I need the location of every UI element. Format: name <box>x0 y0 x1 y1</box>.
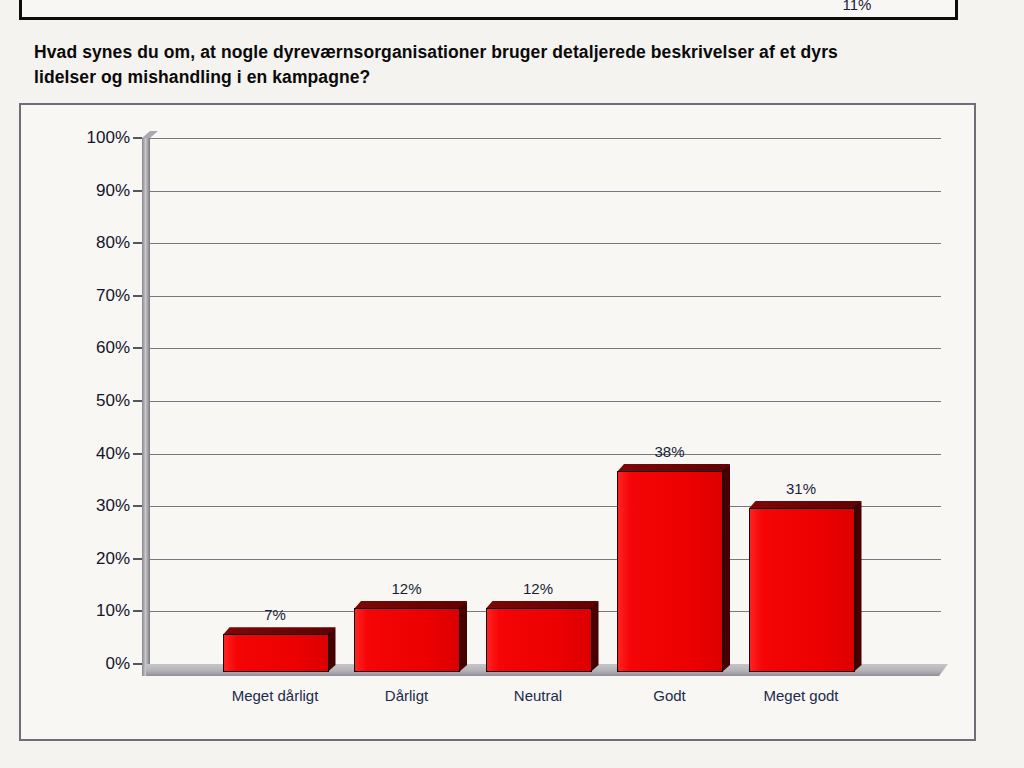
bar-front-face <box>749 508 855 672</box>
bar-side-face <box>459 601 467 672</box>
bar-front-face <box>617 471 723 672</box>
bar <box>354 601 467 672</box>
y-axis-tick <box>133 453 142 455</box>
bar-front-face <box>486 608 592 672</box>
x-axis-category-label: Godt <box>600 687 740 704</box>
gridline <box>150 348 941 349</box>
bar-value-label: 12% <box>483 580 593 597</box>
x-axis-category-label: Neutral <box>468 687 608 704</box>
y-axis-label: 80% <box>55 233 130 253</box>
gridline <box>150 401 941 402</box>
bar <box>486 601 599 672</box>
bar <box>617 464 730 672</box>
gridline <box>150 191 941 192</box>
y-axis-label: 90% <box>55 181 130 201</box>
bar <box>749 501 862 672</box>
bar-value-label: 31% <box>746 480 856 497</box>
y-axis-label: 70% <box>55 286 130 306</box>
y-axis-tick <box>133 347 142 349</box>
y-axis-label: 20% <box>55 549 130 569</box>
bar-front-face <box>354 608 460 672</box>
y-axis-tick <box>133 610 142 612</box>
y-axis-label: 40% <box>55 444 130 464</box>
y-axis-tick <box>133 400 142 402</box>
gridline <box>150 138 941 139</box>
bar-side-face <box>854 501 862 672</box>
bar-front-face <box>223 634 329 672</box>
y-axis-tick <box>133 242 142 244</box>
bar-value-label: 7% <box>220 606 330 623</box>
y-axis-tick <box>133 505 142 507</box>
y-axis-tick <box>133 558 142 560</box>
gridline <box>150 296 941 297</box>
y-axis-tick <box>133 190 142 192</box>
bar-value-label: 12% <box>352 580 462 597</box>
gridline <box>150 243 941 244</box>
y-axis-label: 0% <box>55 654 130 674</box>
y-axis-label: 60% <box>55 338 130 358</box>
bar-value-label: 38% <box>615 443 725 460</box>
bar-side-face <box>591 601 599 672</box>
y-axis-wall <box>142 138 150 676</box>
y-axis-tick <box>133 295 142 297</box>
page: 11% Hvad synes du om, at nogle dyreværns… <box>0 0 1024 768</box>
y-axis-label: 10% <box>55 601 130 621</box>
bar-side-face <box>328 627 336 672</box>
bar-chart: 100% 90% 80% 70% 60% 50% 40% 30% 20% 10% 0% 7% Meget… <box>0 0 1024 768</box>
y-axis-label: 50% <box>55 391 130 411</box>
y-axis-tick <box>133 137 142 139</box>
y-axis-label: 30% <box>55 496 130 516</box>
y-axis-tick <box>133 663 142 665</box>
x-axis-category-label: Meget godt <box>731 687 871 704</box>
gridline <box>150 454 941 455</box>
x-axis-category-label: Meget dårligt <box>205 687 345 704</box>
bar-side-face <box>722 464 730 672</box>
bar <box>223 627 336 672</box>
x-axis-category-label: Dårligt <box>337 687 477 704</box>
y-axis-wall-cap <box>142 131 158 138</box>
y-axis-label: 100% <box>55 128 130 148</box>
